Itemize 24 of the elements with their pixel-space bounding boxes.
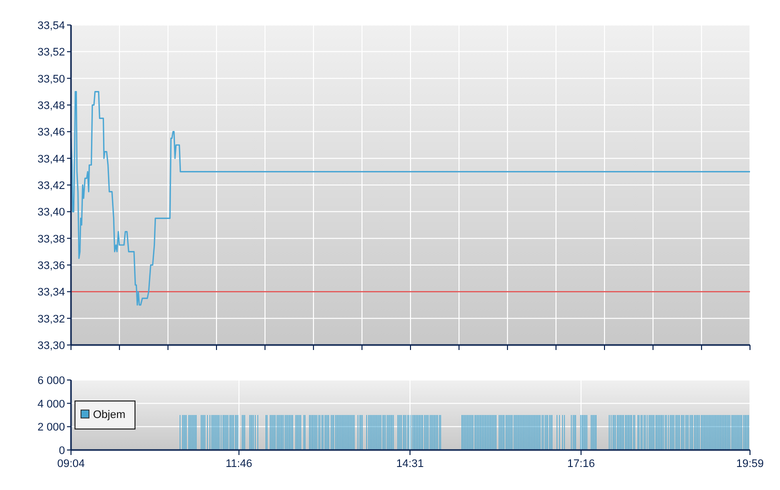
x-tick-label: 17:16 bbox=[567, 458, 595, 470]
x-tick-label: 19:59 bbox=[736, 458, 764, 470]
y-tick-label: 33,32 bbox=[37, 313, 65, 326]
y-tick-label: 0 bbox=[58, 445, 65, 457]
y-tick-label: 6 000 bbox=[37, 375, 65, 387]
x-tick-label: 09:04 bbox=[57, 458, 85, 470]
y-tick-label: 33,46 bbox=[37, 126, 65, 139]
y-tick-label: 4 000 bbox=[37, 398, 65, 410]
x-tick-label: 11:46 bbox=[226, 458, 252, 470]
y-tick-label: 33,50 bbox=[37, 73, 65, 86]
y-tick-label: 33,40 bbox=[37, 206, 65, 219]
y-tick-label: 33,48 bbox=[37, 100, 65, 112]
y-tick-label: 33,54 bbox=[37, 20, 65, 32]
y-tick-label: 33,36 bbox=[37, 260, 65, 272]
y-tick-label: 33,42 bbox=[37, 180, 65, 192]
y-tick-label: 33,30 bbox=[37, 340, 65, 352]
y-tick-label: 33,34 bbox=[37, 286, 65, 299]
x-tick-label: 14:31 bbox=[396, 458, 424, 470]
y-tick-label: 33,38 bbox=[37, 233, 65, 246]
y-tick-label: 2 000 bbox=[37, 422, 65, 434]
y-tick-label: 33,52 bbox=[37, 46, 65, 59]
legend-label: Objem bbox=[93, 409, 126, 421]
y-tick-label: 33,44 bbox=[37, 153, 65, 166]
line-series bbox=[70, 91, 751, 306]
